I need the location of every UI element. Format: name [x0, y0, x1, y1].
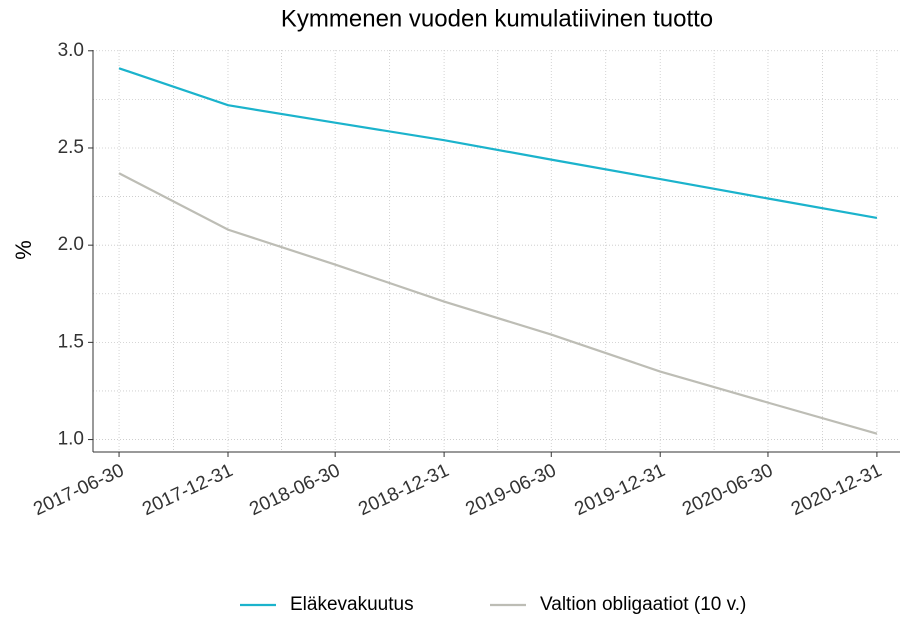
y-tick-label: 3.0	[58, 40, 84, 61]
y-tick-label: 2.5	[58, 137, 84, 158]
legend-label: Valtion obligaatiot (10 v.)	[540, 594, 746, 615]
x-tick-label: 2019-06-30	[463, 460, 560, 520]
line	[118, 172, 878, 435]
x-tick-label: 2019-12-31	[571, 460, 668, 520]
x-tick-label: 2017-06-30	[30, 460, 127, 520]
x-tick-label: 2020-06-30	[679, 460, 776, 520]
x-tick-label: 2018-06-30	[246, 460, 343, 520]
y-tick-label: 1.5	[58, 331, 84, 352]
legend-label: Eläkevakuutus	[290, 594, 414, 615]
y-axis-label: %	[11, 240, 36, 260]
line	[118, 67, 878, 220]
y-tick-label: 2.0	[58, 234, 84, 255]
chart-title: Kymmenen vuoden kumulatiivinen tuotto	[281, 5, 713, 32]
x-tick-label: 2017-12-31	[139, 460, 236, 520]
x-tick-label: 2018-12-31	[355, 460, 452, 520]
y-tick-label: 1.0	[58, 429, 84, 450]
x-tick-label: 2020-12-31	[788, 460, 885, 520]
